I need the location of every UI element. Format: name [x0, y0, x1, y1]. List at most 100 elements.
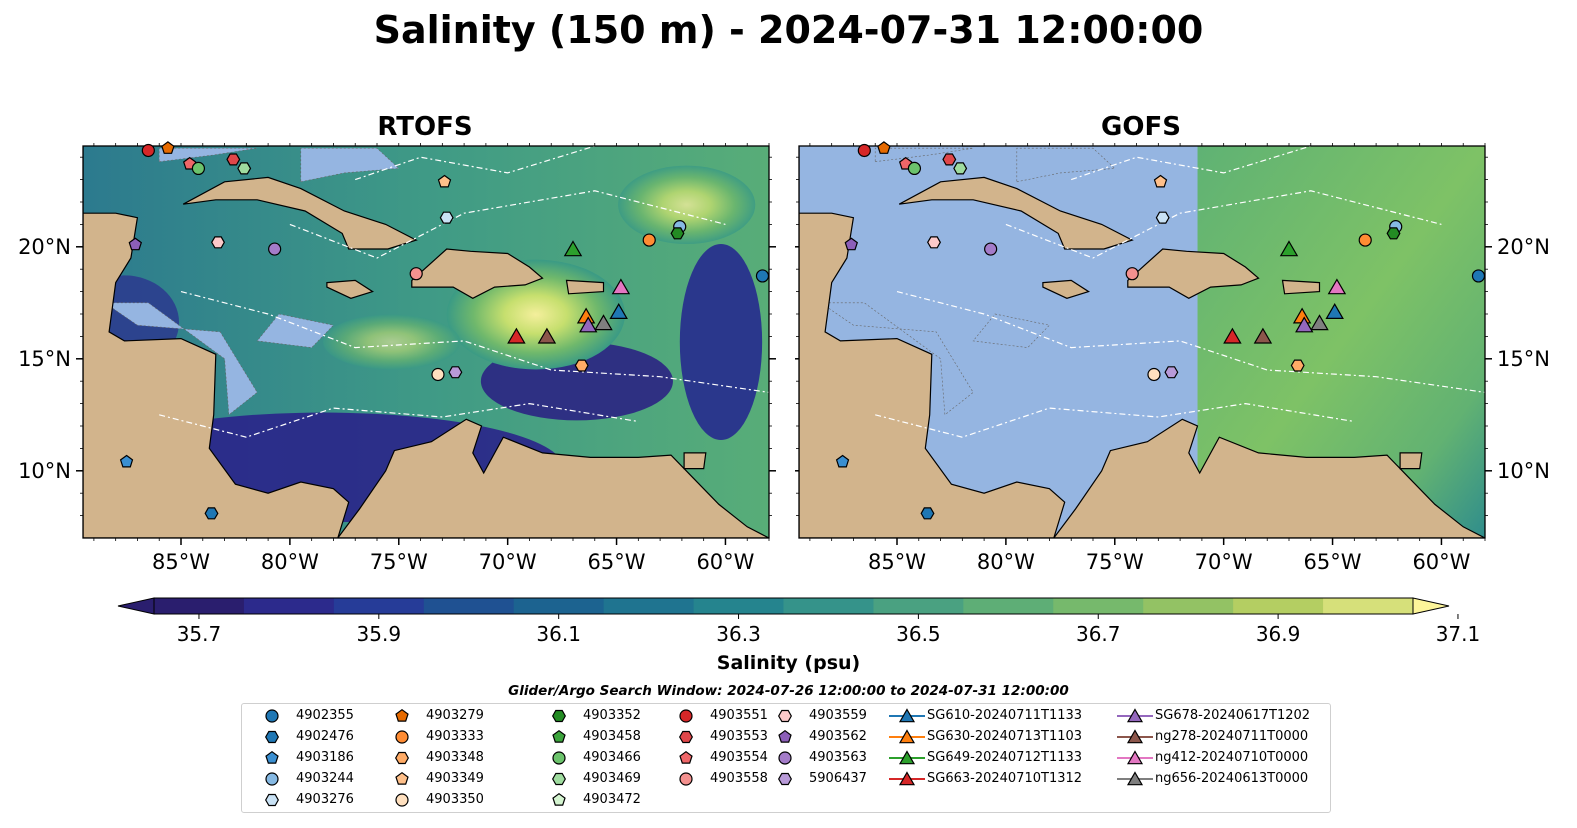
lat-tick-label: 15°N	[1497, 347, 1550, 371]
legend-marker	[395, 771, 409, 785]
boundary-line	[896, 291, 1485, 393]
argo-float-marker	[141, 143, 155, 158]
boundary-line	[1005, 190, 1442, 259]
legend-marker-icon	[395, 771, 409, 785]
land	[326, 279, 375, 299]
argo-float-marker	[844, 237, 859, 251]
legend-marker	[265, 772, 279, 786]
argo-float-marker	[1358, 233, 1372, 247]
legend-marker	[1126, 729, 1144, 744]
legend-label: 4903553	[710, 729, 768, 744]
colorbar-segment	[1053, 598, 1144, 614]
argo-float-marker	[953, 162, 968, 175]
argo-float-marker	[1155, 211, 1170, 224]
legend-marker	[395, 751, 409, 765]
argo-float-marker	[1290, 359, 1305, 372]
legend-label: 4903349	[426, 771, 484, 786]
legend-label: SG610-20240711T1133	[927, 708, 1083, 723]
legend-label: 4903562	[809, 729, 867, 744]
legend-label: 4903276	[296, 792, 354, 807]
boundary-line	[875, 402, 1355, 438]
legend-label: 4903350	[426, 792, 484, 807]
legend-marker	[552, 751, 566, 765]
legend-marker-icon	[265, 730, 279, 744]
legend-marker-icon	[395, 751, 409, 765]
legend-label: 4903458	[583, 729, 641, 744]
argo-float-marker	[1386, 227, 1401, 240]
legend-marker	[898, 771, 916, 786]
argo-float-marker	[927, 236, 941, 249]
figure-title: Salinity (150 m) - 2024-07-31 12:00:00	[373, 8, 1204, 52]
legend-label: ng278-20240711T0000	[1155, 729, 1309, 744]
land	[565, 279, 605, 295]
legend-marker	[265, 709, 279, 723]
legend-marker	[552, 792, 566, 806]
colorbar-segment	[1323, 598, 1414, 614]
land	[799, 146, 1066, 538]
land	[83, 146, 350, 538]
legend-marker	[778, 709, 792, 723]
argo-float-marker	[409, 267, 423, 281]
colorbar-extend-low	[117, 597, 155, 615]
legend-marker	[778, 751, 792, 765]
legend-marker-icon	[889, 771, 925, 786]
argo-float-marker	[1153, 174, 1168, 188]
lon-tick-label: 75°W	[370, 550, 428, 574]
glider-marker	[1223, 327, 1242, 344]
lat-tick-label: 20°N	[18, 235, 71, 259]
shelf-contour	[1016, 147, 1116, 183]
land	[1053, 418, 1485, 538]
colorbar-segment	[783, 598, 874, 614]
legend-marker	[898, 729, 916, 744]
colorbar-tick-label: 36.9	[1256, 622, 1301, 646]
legend-marker-icon	[778, 729, 792, 743]
glider-marker	[609, 303, 628, 319]
land	[961, 146, 986, 147]
glider-marker	[1310, 314, 1329, 331]
legend-label: SG649-20240712T1133	[927, 750, 1083, 765]
legend-label: 4903348	[426, 750, 484, 765]
argo-float-marker	[907, 161, 922, 175]
legend-marker-icon	[778, 772, 792, 786]
legend-marker-icon	[552, 772, 566, 786]
boundary-line	[355, 146, 595, 181]
argo-float-marker	[1471, 269, 1486, 283]
legend-marker	[552, 772, 566, 786]
lat-tick-label: 10°N	[1497, 459, 1550, 483]
legend-marker-icon	[265, 750, 279, 764]
panel-title-rtofs: RTOFS	[377, 112, 473, 142]
argo-float-marker	[128, 237, 143, 251]
legend-marker-icon	[265, 709, 279, 723]
colorbar-segment	[1143, 598, 1234, 614]
lon-tick-label: 80°W	[261, 550, 319, 574]
legend-marker-icon	[778, 709, 792, 723]
argo-float-marker	[439, 211, 454, 224]
legend-marker-icon	[889, 708, 925, 723]
argo-float-marker	[119, 454, 134, 468]
colorbar-segment	[1233, 598, 1324, 614]
legend-label: 4903558	[710, 771, 768, 786]
argo-float-marker	[448, 366, 463, 379]
argo-float-marker	[670, 227, 685, 240]
legend-label: 4902355	[296, 708, 354, 723]
colorbar-tick-label: 36.3	[716, 622, 761, 646]
colorbar-segment	[963, 598, 1054, 614]
legend-marker	[778, 729, 792, 743]
legend-label: 4903554	[710, 750, 768, 765]
land	[1399, 452, 1423, 470]
colorbar-tick-label: 35.9	[357, 622, 402, 646]
legend-marker-icon	[395, 793, 409, 807]
lon-tick-label: 65°W	[588, 550, 646, 574]
legend-marker-icon	[1117, 729, 1153, 744]
legend-marker	[552, 709, 566, 723]
legend: 4902355 4902476 4903186 4903244 4903276 49032…	[241, 703, 1331, 813]
legend-label: 4903333	[426, 729, 484, 744]
legend-marker-icon	[679, 750, 693, 764]
legend-label: SG663-20240710T1312	[927, 771, 1083, 786]
legend-marker-icon	[552, 729, 566, 743]
shelf-contour	[300, 147, 400, 183]
legend-label: 4902476	[296, 729, 354, 744]
legend-label: SG630-20240713T1103	[927, 729, 1083, 744]
argo-float-marker	[161, 141, 175, 154]
colorbar-tick-label: 37.1	[1436, 622, 1481, 646]
